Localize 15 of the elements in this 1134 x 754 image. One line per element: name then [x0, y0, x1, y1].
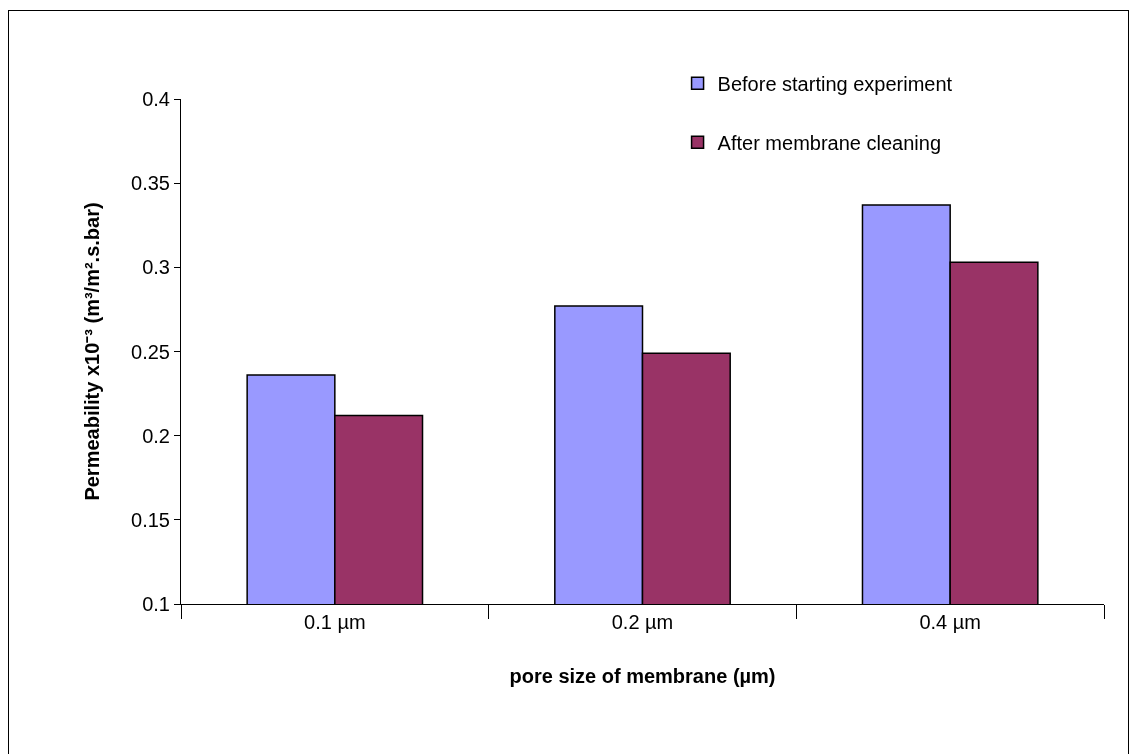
x-axis-title: pore size of membrane (µm) — [509, 664, 776, 687]
x-tick-label: 0.1 µm — [304, 611, 366, 633]
y-tick-label: 0.35 — [131, 172, 170, 195]
y-tick-label: 0.3 — [142, 256, 170, 279]
y-tick-label: 0.2 — [142, 424, 170, 447]
y-tick-label: 0.1 — [142, 593, 170, 615]
x-tick-label: 0.4 µm — [919, 611, 981, 633]
x-tick-label: 0.2 µm — [611, 611, 674, 633]
y-tick-label: 0.4 — [142, 88, 170, 110]
frame: 0.1 µm 0.2 µm 0.4 µm 0.1 0.15 0.2 0.25 0.3 0.35 0.4 Before starting experiment After membrane cleaning pore size of membrane (µm) Permeability x10⁻³ (m³/m².s.bar) — [8, 10, 1129, 754]
y-tick-label: 0.25 — [131, 340, 170, 363]
legend-label: After membrane cleaning — [717, 131, 942, 154]
y-tick-label: 0.15 — [131, 508, 170, 531]
y-axis-title: Permeability x10⁻³ (m³/m².s.bar) — [80, 202, 103, 501]
legend-label: Before starting experiment — [717, 72, 953, 95]
